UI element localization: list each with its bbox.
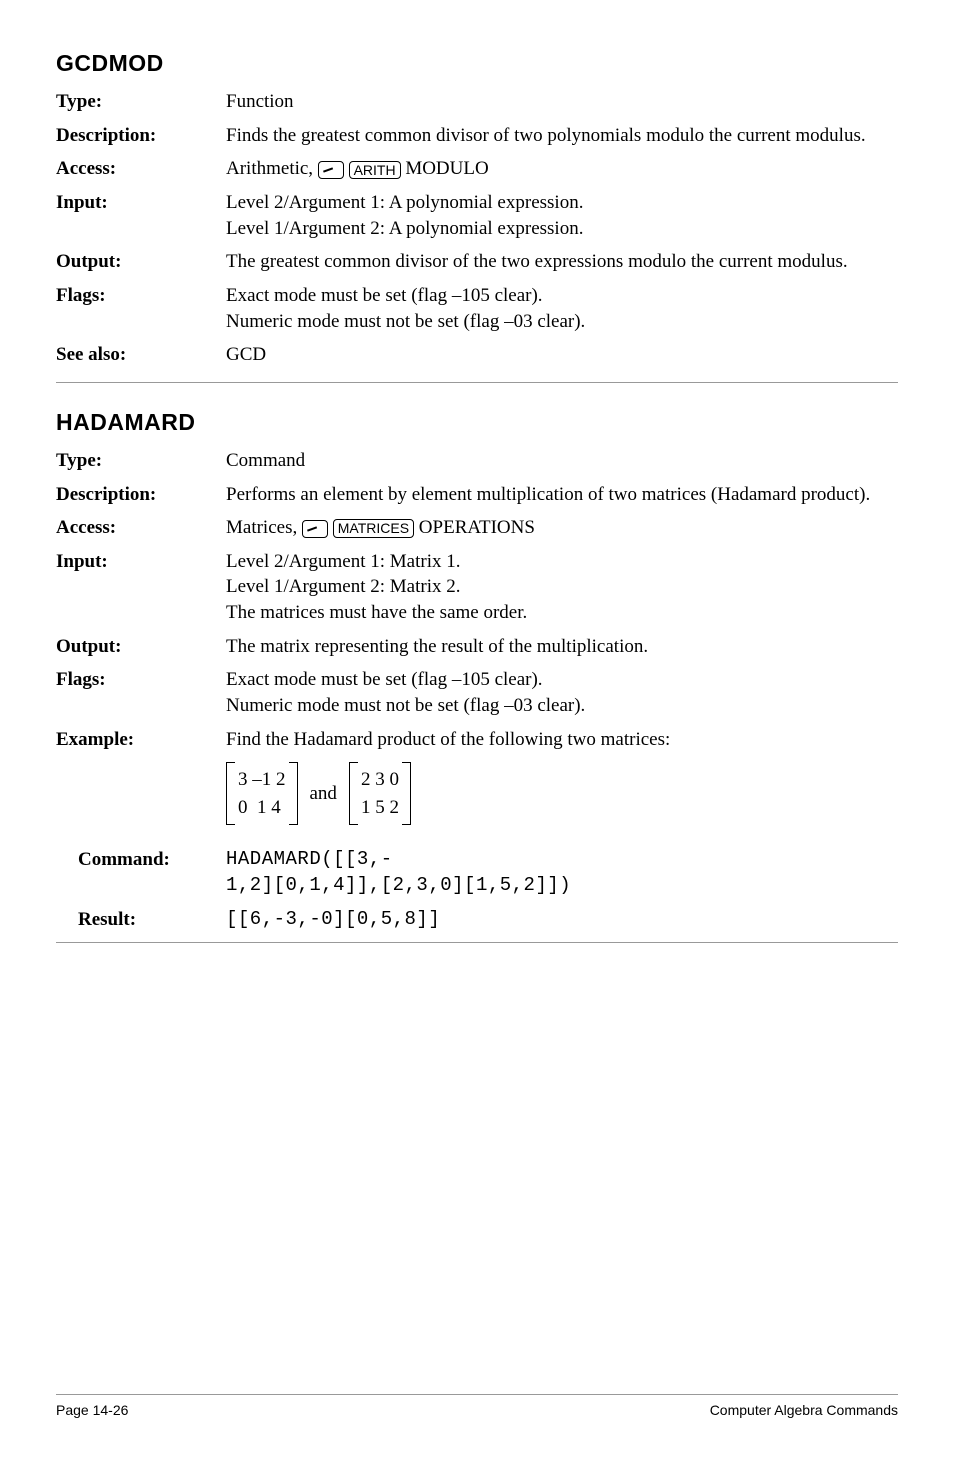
label-input: Input: xyxy=(56,190,226,241)
command-line1: HADAMARD([[3,- xyxy=(226,847,898,873)
label-example: Example: xyxy=(56,727,226,840)
value-description: Finds the greatest common divisor of two… xyxy=(226,123,898,149)
value-example: Find the Hadamard product of the followi… xyxy=(226,727,898,840)
input-line1: Level 2/Argument 1: Matrix 1. xyxy=(226,549,898,575)
section-divider xyxy=(56,942,898,943)
section-title-hadamard: HADAMARD xyxy=(56,407,898,438)
entry-type: Type: Command xyxy=(56,448,898,474)
entry-output: Output: The greatest common divisor of t… xyxy=(56,249,898,275)
footer-rule xyxy=(56,1394,898,1395)
value-type: Function xyxy=(226,89,898,115)
value-description: Performs an element by element multiplic… xyxy=(226,482,898,508)
entry-output: Output: The matrix representing the resu… xyxy=(56,634,898,660)
label-description: Description: xyxy=(56,482,226,508)
value-output: The greatest common divisor of the two e… xyxy=(226,249,898,275)
matrix-and-text: and xyxy=(310,781,337,807)
entry-seealso: See also: GCD xyxy=(56,342,898,368)
left-shift-key-icon xyxy=(302,520,328,538)
label-access: Access: xyxy=(56,156,226,182)
label-description: Description: xyxy=(56,123,226,149)
flags-line2: Numeric mode must not be set (flag –03 c… xyxy=(226,693,898,719)
matrices-key-icon: MATRICES xyxy=(333,519,414,538)
entry-access: Access: Matrices, MATRICES OPERATIONS xyxy=(56,515,898,541)
label-command: Command: xyxy=(78,847,226,898)
footer-page-number: Page 14-26 xyxy=(56,1401,128,1420)
footer-chapter-title: Computer Algebra Commands xyxy=(710,1401,898,1420)
value-input: Level 2/Argument 1: Matrix 1. Level 1/Ar… xyxy=(226,549,898,626)
entry-flags: Flags: Exact mode must be set (flag –105… xyxy=(56,283,898,334)
input-line1: Level 2/Argument 1: A polynomial express… xyxy=(226,190,898,216)
value-access: Matrices, MATRICES OPERATIONS xyxy=(226,515,898,541)
access-prefix: Arithmetic, xyxy=(226,158,318,179)
label-output: Output: xyxy=(56,249,226,275)
value-result: [[6,-3,-0][0,5,8]] xyxy=(226,907,898,933)
label-input: Input: xyxy=(56,549,226,626)
entry-input: Input: Level 2/Argument 1: A polynomial … xyxy=(56,190,898,241)
value-output: The matrix representing the result of th… xyxy=(226,634,898,660)
access-suffix: OPERATIONS xyxy=(414,517,535,538)
section-divider xyxy=(56,382,898,383)
input-line3: The matrices must have the same order. xyxy=(226,600,898,626)
value-command: HADAMARD([[3,- 1,2][0,1,4]],[2,3,0][1,5,… xyxy=(226,847,898,898)
entry-description: Description: Finds the greatest common d… xyxy=(56,123,898,149)
entry-example: Example: Find the Hadamard product of th… xyxy=(56,727,898,840)
access-suffix: MODULO xyxy=(401,158,489,179)
page-footer: Page 14-26 Computer Algebra Commands xyxy=(56,1385,898,1420)
label-access: Access: xyxy=(56,515,226,541)
value-seealso: GCD xyxy=(226,342,898,368)
value-type: Command xyxy=(226,448,898,474)
label-output: Output: xyxy=(56,634,226,660)
matrix-a-row2: 0 1 4 xyxy=(238,794,286,822)
entry-command: Command: HADAMARD([[3,- 1,2][0,1,4]],[2,… xyxy=(78,847,898,898)
entry-result: Result: [[6,-3,-0][0,5,8]] xyxy=(78,907,898,933)
label-type: Type: xyxy=(56,448,226,474)
label-flags: Flags: xyxy=(56,283,226,334)
value-flags: Exact mode must be set (flag –105 clear)… xyxy=(226,283,898,334)
entry-flags: Flags: Exact mode must be set (flag –105… xyxy=(56,667,898,718)
label-seealso: See also: xyxy=(56,342,226,368)
command-line2: 1,2][0,1,4]],[2,3,0][1,5,2]]) xyxy=(226,873,898,899)
matrix-display: 3 –1 2 0 1 4 and 2 3 0 1 5 2 xyxy=(226,762,411,825)
value-access: Arithmetic, ARITH MODULO xyxy=(226,156,898,182)
entry-access: Access: Arithmetic, ARITH MODULO xyxy=(56,156,898,182)
matrix-b-row2: 1 5 2 xyxy=(361,794,399,822)
matrix-b: 2 3 0 1 5 2 xyxy=(349,762,411,825)
value-input: Level 2/Argument 1: A polynomial express… xyxy=(226,190,898,241)
entry-input: Input: Level 2/Argument 1: Matrix 1. Lev… xyxy=(56,549,898,626)
access-prefix: Matrices, xyxy=(226,517,302,538)
entry-type: Type: Function xyxy=(56,89,898,115)
value-flags: Exact mode must be set (flag –105 clear)… xyxy=(226,667,898,718)
left-shift-key-icon xyxy=(318,161,344,179)
input-line2: Level 1/Argument 2: Matrix 2. xyxy=(226,574,898,600)
entry-description: Description: Performs an element by elem… xyxy=(56,482,898,508)
flags-line1: Exact mode must be set (flag –105 clear)… xyxy=(226,667,898,693)
example-text: Find the Hadamard product of the followi… xyxy=(226,727,898,753)
flags-line1: Exact mode must be set (flag –105 clear)… xyxy=(226,283,898,309)
label-type: Type: xyxy=(56,89,226,115)
section-title-gcdmod: GCDMOD xyxy=(56,48,898,79)
label-flags: Flags: xyxy=(56,667,226,718)
matrix-a-row1: 3 –1 2 xyxy=(238,766,286,794)
flags-line2: Numeric mode must not be set (flag –03 c… xyxy=(226,309,898,335)
input-line2: Level 1/Argument 2: A polynomial express… xyxy=(226,216,898,242)
matrix-a: 3 –1 2 0 1 4 xyxy=(226,762,298,825)
matrix-b-row1: 2 3 0 xyxy=(361,766,399,794)
label-result: Result: xyxy=(78,907,226,933)
arith-key-icon: ARITH xyxy=(349,161,401,180)
